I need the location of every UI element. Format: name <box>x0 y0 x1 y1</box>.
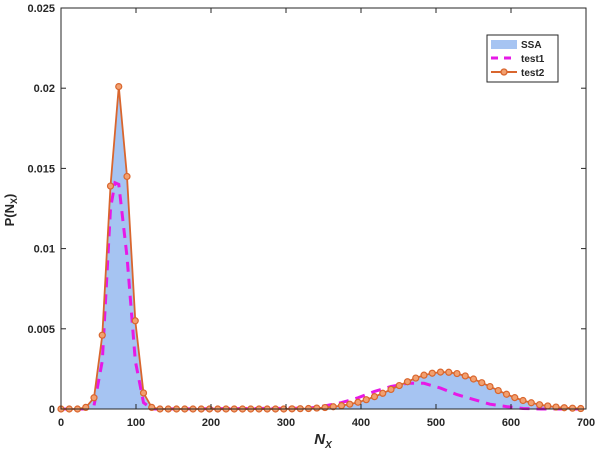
series-test2-point <box>436 368 445 376</box>
x-tick-label: 100 <box>127 417 145 429</box>
series-test2-point <box>131 317 139 325</box>
series-test2-point <box>321 403 329 412</box>
series-test2-line <box>61 86 581 410</box>
legend: SSA test1 test2 <box>486 34 559 83</box>
series-test2-point <box>494 386 502 395</box>
series-test2-point <box>329 403 337 411</box>
series-test2-point <box>106 182 115 190</box>
y-axis-label: P(NX) <box>2 194 19 227</box>
y-axis-label-close: ) <box>2 194 17 198</box>
series-test2-point <box>313 404 321 412</box>
plot-area <box>57 82 586 413</box>
series-test2-point <box>544 402 552 410</box>
series-test2-point <box>370 393 379 401</box>
series-test2-point <box>445 368 453 376</box>
series-test2-point <box>379 389 387 397</box>
x-tick-label: 400 <box>352 417 370 429</box>
axes: 0 100 200 300 400 500 600 700 0 0.005 0.01 0.015 0.0… <box>27 3 595 429</box>
series-test2-point <box>354 398 362 406</box>
series-test2-point <box>478 379 486 387</box>
x-tick-label: 200 <box>202 417 220 429</box>
x-tick-label: 300 <box>277 417 295 429</box>
series-test2-point <box>123 172 131 181</box>
series-test2-point <box>560 404 568 412</box>
y-tick-label: 0.01 <box>34 244 55 256</box>
series-test2-point <box>568 404 577 412</box>
series-test2-point <box>362 396 370 404</box>
x-tick-label: 0 <box>58 417 64 429</box>
series-test2-point <box>90 394 98 402</box>
series-test2-point <box>387 385 395 394</box>
series-test2-point <box>535 401 544 409</box>
series-test2-point <box>98 331 106 339</box>
series-test2-point <box>403 378 412 386</box>
series-test2-point <box>527 399 535 407</box>
y-tick-label: 0.005 <box>27 324 55 336</box>
x-tick-label: 500 <box>427 417 445 429</box>
series-test2-point <box>395 381 403 390</box>
legend-label-test1: test1 <box>521 54 545 65</box>
series-test2-point <box>469 375 478 383</box>
series-test2-point <box>337 402 346 410</box>
series-test2-point <box>519 396 527 405</box>
x-tick-label: 600 <box>502 417 520 429</box>
axes-box <box>60 7 587 410</box>
series-test2-point <box>461 372 469 380</box>
legend-label-ssa: SSA <box>521 40 542 51</box>
series-test2-point <box>115 82 123 91</box>
series-test2-point <box>453 369 461 378</box>
y-tick-label: 0.025 <box>27 3 55 15</box>
series-test2-point <box>502 390 511 398</box>
series-test2-point <box>511 394 519 402</box>
y-axis-label-subscript: X <box>9 198 19 204</box>
series-ssa-area <box>61 86 581 409</box>
y-tick-label: 0.02 <box>34 83 55 95</box>
x-tick-label: 700 <box>577 417 595 429</box>
series-test2-point <box>412 374 420 382</box>
series-test2-point <box>428 369 436 377</box>
y-tick-label: 0.015 <box>27 163 55 175</box>
series-test2-point <box>139 389 148 397</box>
legend-marker-test2 <box>500 68 508 76</box>
y-tick-label: 0 <box>49 404 55 416</box>
x-axis-label: NX <box>314 431 333 451</box>
x-axis-label-subscript: X <box>324 440 333 451</box>
series-test2-point <box>346 400 354 408</box>
series-test2-point <box>420 371 428 379</box>
legend-swatch-ssa <box>491 40 517 49</box>
series-test2-point <box>486 382 494 391</box>
legend-label-test2: test2 <box>521 68 545 79</box>
